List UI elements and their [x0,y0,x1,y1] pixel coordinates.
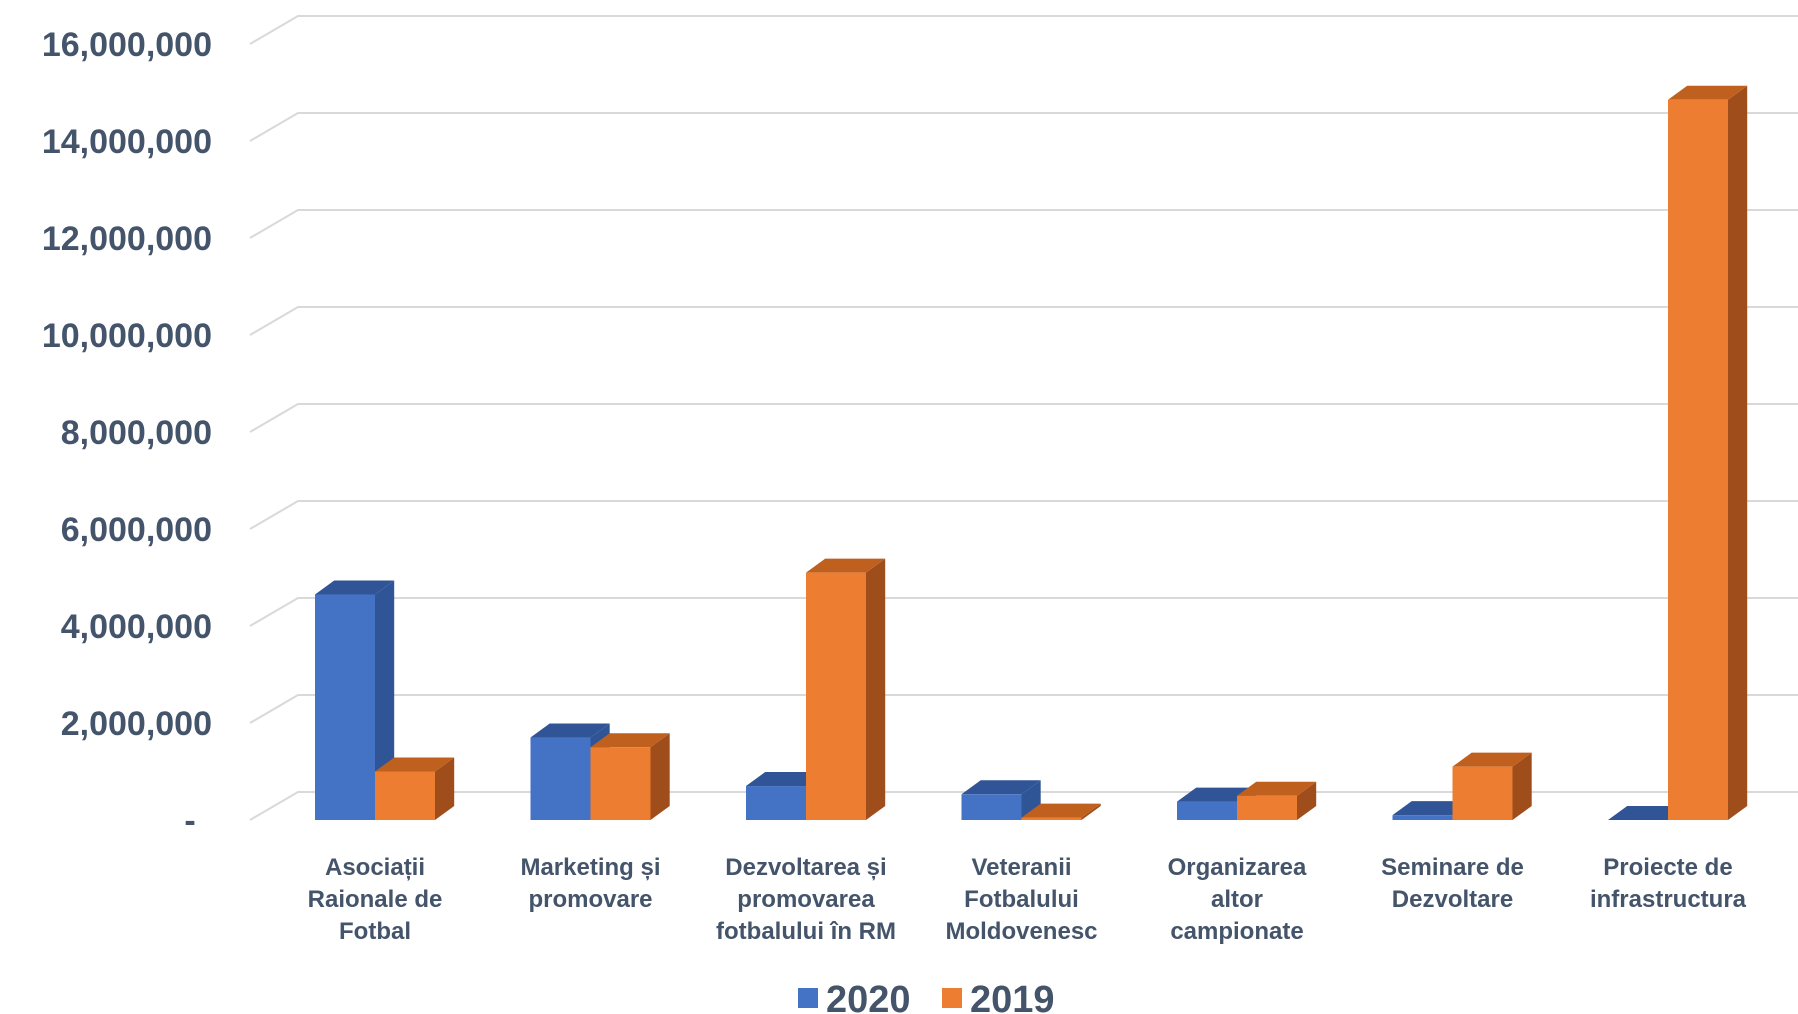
bar-2019-3 [1021,803,1101,820]
y-tick-label: 8,000,000 [61,414,212,452]
y-tick-label: 12,000,000 [42,220,212,258]
bars [315,85,1748,820]
bar-2019-0 [375,757,455,820]
x-category-label: Organizarea altor campionate [1168,854,1307,945]
y-tick-label: 14,000,000 [42,123,212,161]
bar-2020-4 [1177,787,1257,820]
bar-2020-0 [315,580,395,820]
bar-2019-5 [1452,752,1532,820]
y-tick-label: 10,000,000 [42,317,212,355]
bar-2019-2 [806,558,886,820]
bar-2019-4 [1237,781,1317,820]
gridline [249,694,1798,724]
gridline [249,15,1798,45]
x-category-label: Marketing și promovare [520,854,660,913]
x-axis-category-labels: Asociații Raionale de Fotbal Marketing și pr… [308,854,1747,945]
legend-swatch-2019 [942,988,962,1008]
gridline [249,403,1798,433]
y-axis-tick-labels: - 2,000,000 4,000,000 6,000,000 8,000,000 10,… [42,26,212,840]
y-tick-label: 2,000,000 [61,705,212,743]
bar-2019-1 [590,733,670,820]
bar-2020-3 [961,780,1041,820]
y-tick-label: 4,000,000 [61,608,212,646]
gridlines [249,15,1798,821]
y-tick-label: 6,000,000 [61,511,212,549]
x-category-label: Dezvoltarea și promovarea fotbalului în RM [716,854,896,945]
x-category-label: Asociații Raionale de Fotbal [308,854,443,945]
x-category-label: Veteranii Fotbalului Moldovenesc [945,854,1097,945]
x-category-label: Proiecte de infrastructura [1590,854,1747,913]
gridline [249,209,1798,239]
legend-label-2019: 2019 [970,979,1055,1014]
gridline [249,112,1798,142]
gridline [249,597,1798,627]
legend-label-2020: 2020 [826,979,911,1014]
gridline [249,306,1798,336]
gridline [249,500,1798,530]
legend: 2020 2019 [798,979,1055,1014]
legend-swatch-2020 [798,988,818,1008]
y-tick-label: 16,000,000 [42,26,212,64]
bar-2020-6 [1608,806,1688,820]
y-tick-label: - [184,802,195,840]
x-category-label: Seminare de Dezvoltare [1381,854,1524,913]
bar-2019-6 [1668,85,1748,820]
